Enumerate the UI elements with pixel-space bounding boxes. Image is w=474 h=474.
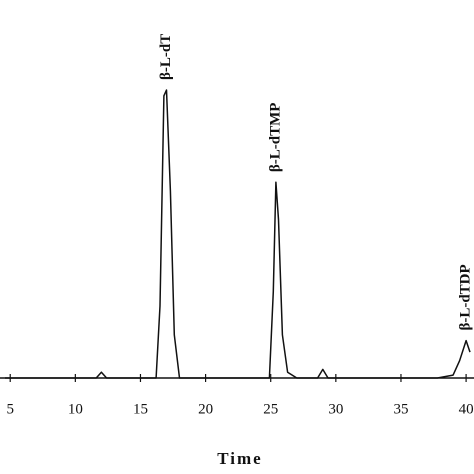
x-tick-label: 25	[263, 401, 278, 417]
x-tick-label: 5	[6, 401, 14, 417]
chromatogram-line	[5, 89, 471, 379]
x-tick-label: 20	[198, 401, 213, 417]
x-axis-label: Time	[217, 449, 262, 468]
peak-label: β-L-dT	[158, 34, 174, 80]
x-tick-label: 15	[133, 401, 148, 417]
x-tick-label: 30	[328, 401, 343, 417]
peak-label: β-L-dTDP	[457, 264, 473, 330]
x-tick-label: 35	[393, 401, 408, 417]
x-tick-label: 40	[459, 401, 474, 417]
peak-label: β-L-dTMP	[267, 103, 283, 173]
x-tick-label: 10	[68, 401, 83, 417]
